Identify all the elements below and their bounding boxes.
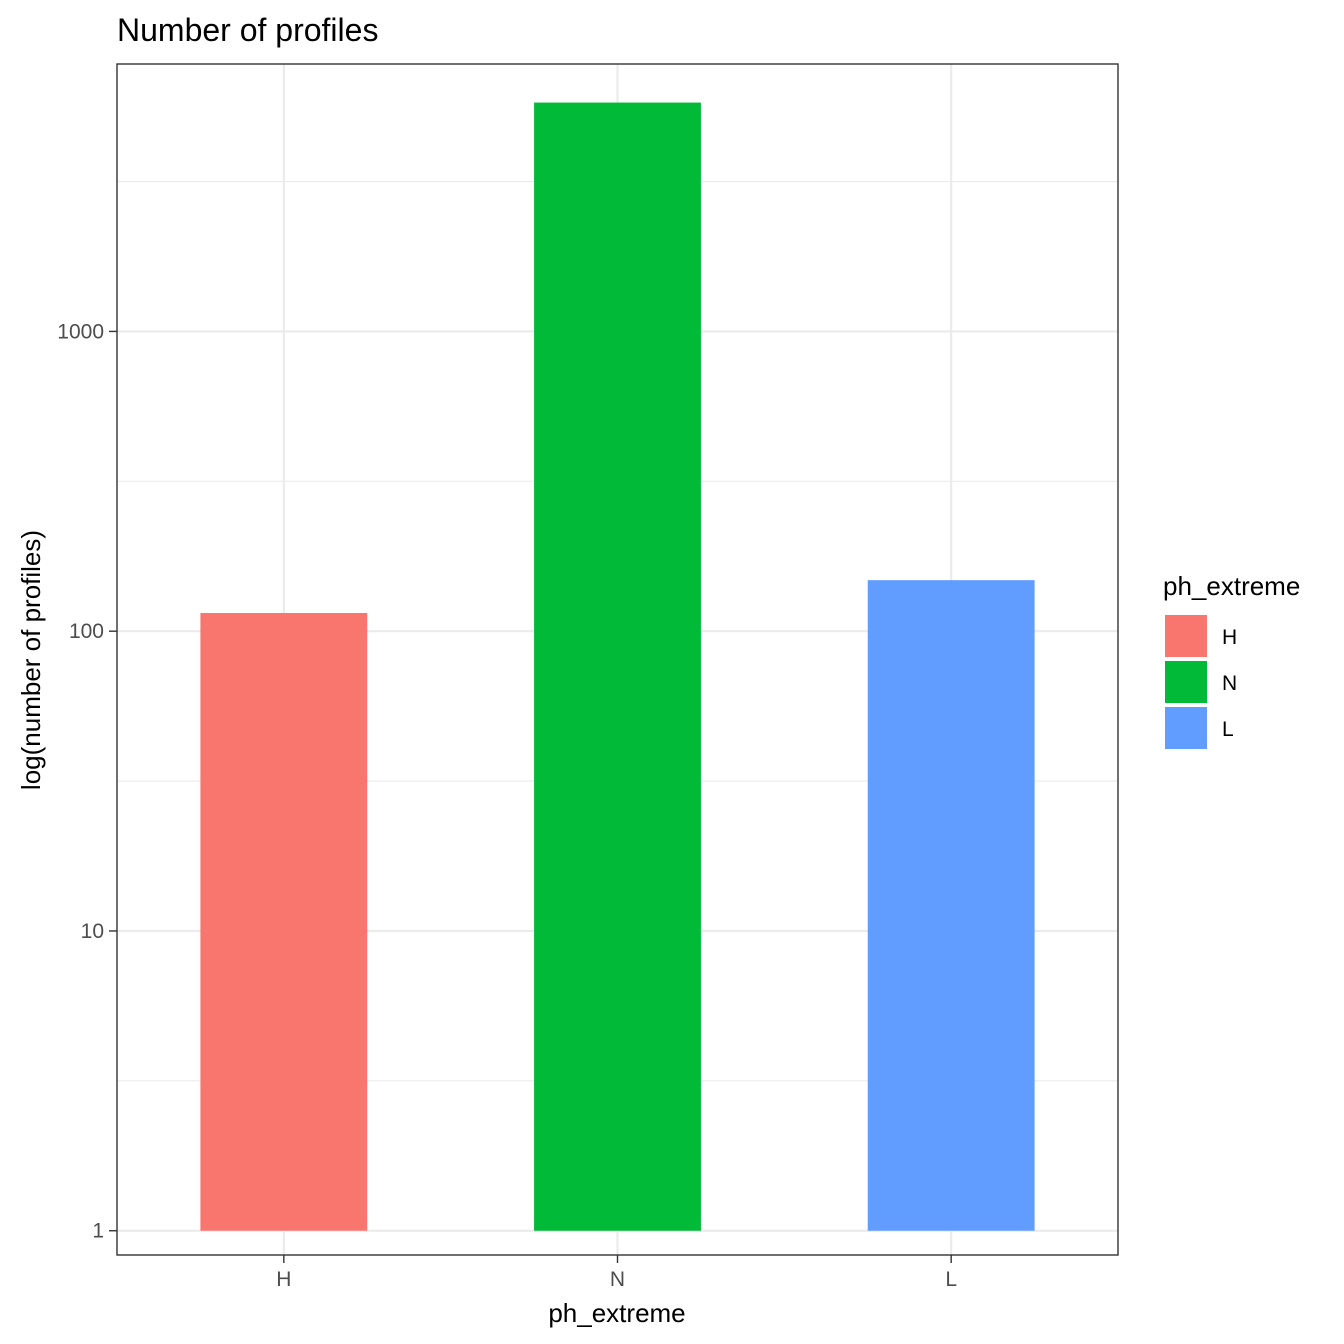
chart-title: Number of profiles [117,12,378,48]
y-tick-label: 10 [81,920,104,943]
legend-label: H [1222,626,1237,649]
x-tick-label: N [610,1268,625,1291]
legend-key-n [1165,661,1207,703]
bars [200,102,1035,1231]
x-axis-label: ph_extreme [548,1298,685,1328]
legend-label: N [1222,672,1237,695]
legend-label: L [1222,718,1234,741]
y-axis-label: log(number of profiles) [16,530,46,790]
legend-key-h [1165,615,1207,657]
y-axis: 1 10 100 1000 [57,320,117,1243]
legend-items: HNL [1165,615,1237,749]
legend-title: ph_extreme [1163,571,1300,601]
y-tick-label: 1 [92,1220,104,1243]
y-tick-label: 1000 [57,320,104,343]
bar-h [200,613,368,1231]
bar-l [867,580,1035,1231]
x-tick-label: L [945,1268,957,1291]
legend-key-l [1165,707,1207,749]
bar-n [534,102,701,1231]
y-tick-label: 100 [69,620,104,643]
x-tick-label: H [276,1268,291,1291]
legend: ph_extreme HNL [1163,571,1300,749]
